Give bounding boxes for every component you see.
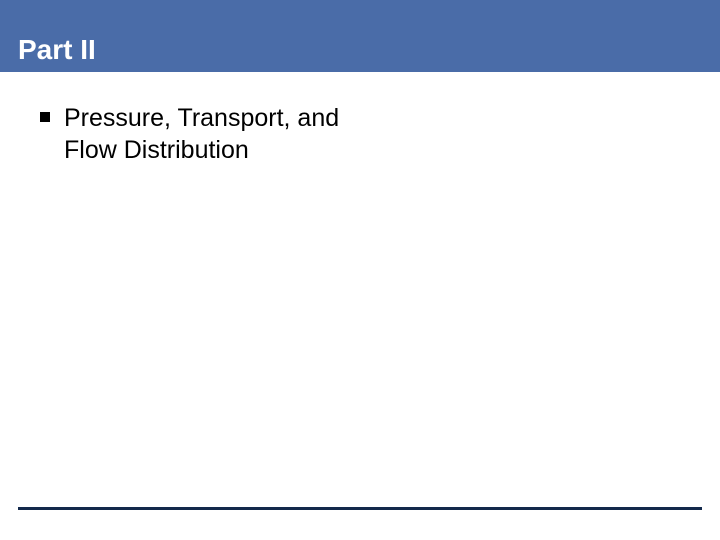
bullet-text: Pressure, Transport, and Flow Distributi… — [64, 102, 360, 166]
slide-title: Part II — [18, 34, 96, 66]
content-area: Pressure, Transport, and Flow Distributi… — [0, 72, 360, 166]
square-bullet-icon — [40, 112, 50, 122]
bullet-item: Pressure, Transport, and Flow Distributi… — [40, 102, 360, 166]
bottom-divider — [18, 507, 702, 510]
title-band: Part II — [0, 0, 720, 72]
